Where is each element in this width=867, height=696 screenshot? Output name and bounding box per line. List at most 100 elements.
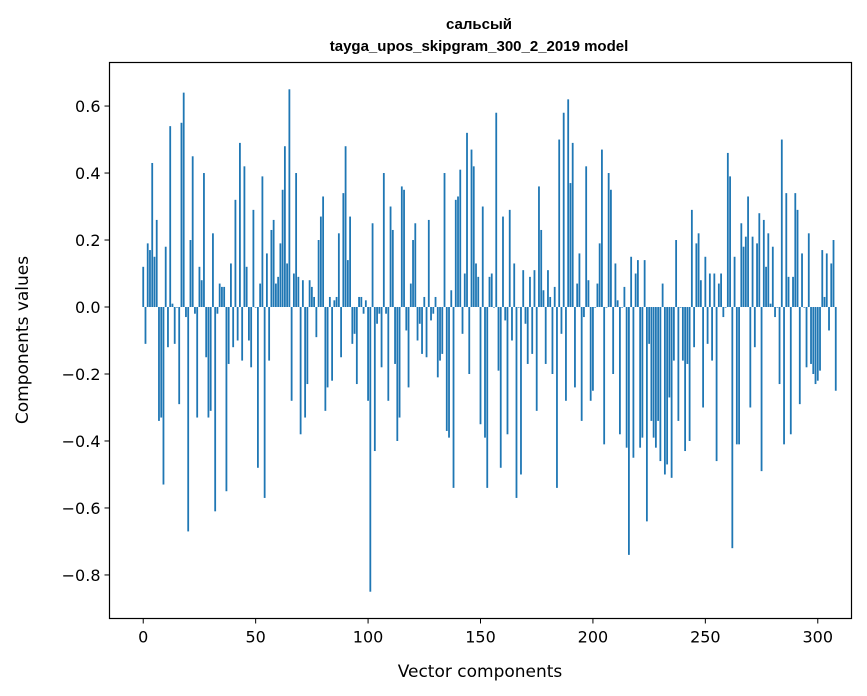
bar-149 [477,276,480,307]
bar-18 [182,92,185,307]
bar-217 [630,256,633,308]
bar-235 [670,307,673,478]
bar-116 [403,189,405,308]
bar-25 [198,266,201,307]
bar-164 [511,307,513,341]
bar-55 [265,253,268,308]
bar-85 [333,300,336,308]
bar-166 [515,307,518,498]
bar-59 [274,283,277,308]
bar-276 [762,219,765,307]
bar-88 [340,307,342,358]
bar-142 [461,307,464,334]
bar-48 [250,307,253,368]
bar-141 [459,169,462,308]
bar-230 [659,307,662,462]
bar-58 [272,219,275,307]
bar-280 [771,246,774,308]
bar-84 [331,307,333,381]
bar-165 [513,263,516,307]
y-tick-label: −0.6 [62,499,101,518]
bar-95 [355,307,358,385]
bar-154 [488,276,491,307]
bar-177 [540,229,543,308]
bar-101 [369,307,372,592]
bar-295 [805,307,808,368]
bar-180 [547,270,549,307]
bar-270 [749,307,752,408]
bar-220 [636,260,639,307]
bar-81 [324,307,327,411]
bars-group [142,89,837,592]
bar-92 [349,216,351,307]
bar-268 [744,236,747,308]
bar-239 [679,307,682,308]
bar-148 [475,263,477,307]
bar-14 [173,307,176,344]
bar-61 [279,243,282,308]
bar-242 [686,307,689,364]
bar-93 [351,307,354,344]
y-tick-label: −0.8 [62,566,101,585]
bar-299 [814,307,817,385]
bar-5 [153,256,156,308]
bar-196 [583,307,585,318]
bar-75 [310,286,313,308]
x-tick-label: 200 [578,628,609,647]
bar-233 [666,307,669,465]
bar-129 [432,307,435,314]
bar-205 [603,307,606,445]
bar-269 [747,196,749,308]
bar-215 [625,307,628,448]
bar-224 [645,307,648,522]
bar-245 [693,307,696,348]
bar-122 [416,307,419,341]
bar-163 [508,209,511,307]
bar-125 [423,296,426,308]
y-tick-label: 0.6 [75,97,100,116]
bar-191 [571,142,574,308]
bar-218 [632,307,635,458]
bar-231 [661,283,664,308]
bar-260 [726,152,729,307]
bar-44 [241,307,244,361]
bar-106 [380,307,383,368]
bar-279 [769,303,772,308]
bar-207 [607,173,610,308]
bar-232 [663,307,666,475]
bar-275 [760,307,763,472]
bar-63 [283,146,286,307]
y-tick-label: 0.0 [75,298,100,317]
bar-237 [675,240,678,308]
bar-127 [427,219,430,307]
bar-130 [434,296,437,308]
y-tick-label: −0.2 [62,365,101,384]
bar-252 [708,273,711,307]
bar-105 [378,307,381,314]
y-tick-label: 0.2 [75,231,100,250]
bar-267 [742,246,745,308]
bar-229 [657,307,660,421]
bar-243 [688,307,691,441]
bar-19 [185,307,187,318]
bar-23 [194,307,196,314]
bar-183 [553,286,556,308]
bar-4 [151,162,154,307]
bar-124 [421,307,423,354]
bar-89 [342,193,345,308]
bar-82 [326,307,329,388]
x-tick-label: 100 [353,628,384,647]
bar-104 [376,307,378,324]
x-tick-label: 150 [465,628,496,647]
bar-131 [436,307,439,378]
bar-1 [144,307,147,344]
bar-79 [319,216,322,307]
bar-123 [418,307,421,324]
bar-228 [654,307,657,448]
bar-68 [295,173,298,308]
bar-155 [490,273,493,307]
bar-194 [578,253,581,308]
bar-161 [504,307,507,321]
bar-70 [299,307,302,435]
